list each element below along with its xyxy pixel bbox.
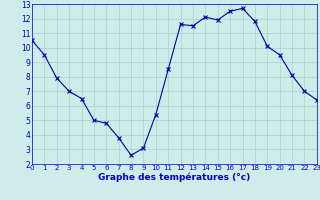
X-axis label: Graphe des températures (°c): Graphe des températures (°c) bbox=[98, 173, 251, 182]
